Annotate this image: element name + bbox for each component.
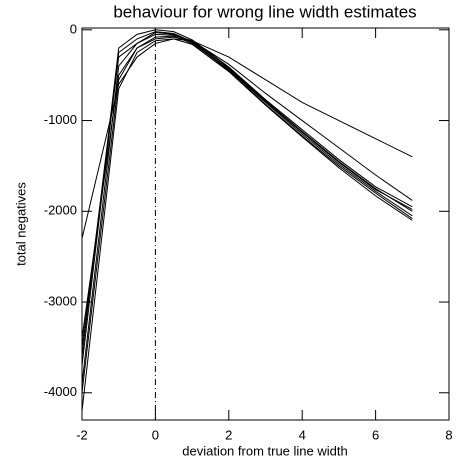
x-tick-label: 8	[445, 427, 452, 442]
chart-title: behaviour for wrong line width estimates	[113, 2, 416, 21]
data-line	[81, 35, 413, 393]
data-line	[81, 36, 413, 339]
y-tick-label: 0	[70, 21, 77, 36]
y-tick-label: -4000	[44, 384, 77, 399]
x-tick-label: -2	[76, 427, 88, 442]
data-line	[81, 38, 413, 411]
data-line	[81, 38, 413, 239]
x-axis-label: deviation from true line width	[182, 443, 347, 458]
y-tick-label: -2000	[44, 203, 77, 218]
data-line	[81, 33, 413, 348]
y-tick-label: -1000	[44, 112, 77, 127]
x-tick-label: 4	[299, 427, 306, 442]
x-tick-label: 0	[152, 427, 159, 442]
plot-frame	[81, 27, 450, 421]
y-axis-label: total negatives	[13, 182, 28, 266]
data-line	[81, 29, 413, 357]
x-tick-label: 2	[225, 427, 232, 442]
y-tick-label: -3000	[44, 293, 77, 308]
data-line	[81, 31, 413, 366]
x-tick-label: 6	[372, 427, 379, 442]
